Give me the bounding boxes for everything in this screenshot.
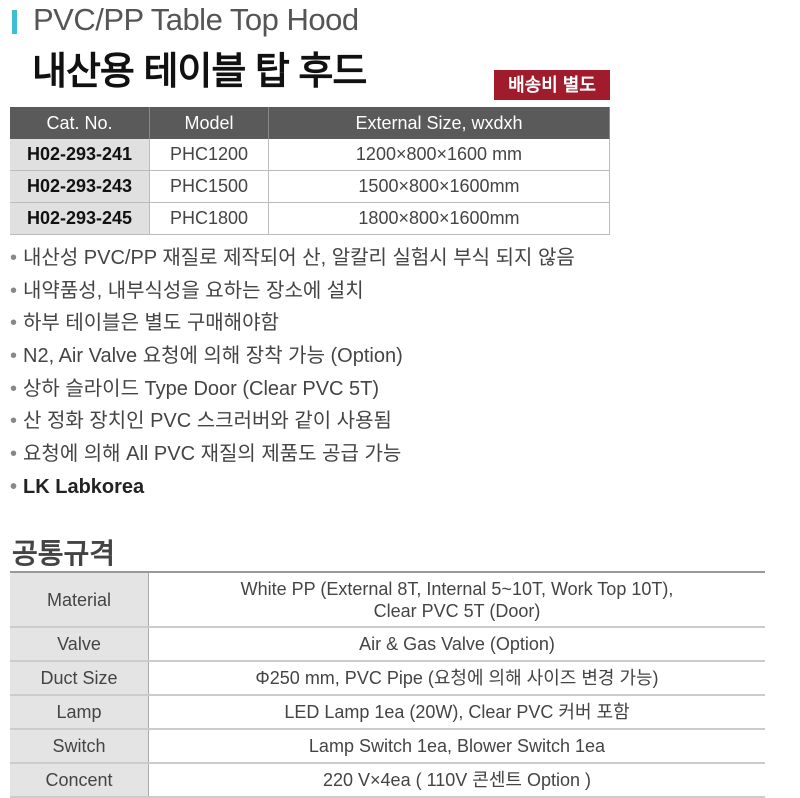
cat-no: H02-293-243 — [10, 170, 150, 203]
spec-value: Φ250 mm, PVC Pipe (요청에 의해 사이즈 변경 가능) — [148, 661, 765, 696]
column-header: Model — [149, 107, 269, 139]
spec-value: LED Lamp 1ea (20W), Clear PVC 커버 포함 — [148, 695, 765, 730]
feature-item: 요청에 의해 All PVC 재질의 제품도 공급 가능 — [10, 438, 575, 471]
model: PHC1800 — [149, 202, 269, 235]
feature-item: N2, Air Valve 요청에 의해 장착 가능 (Option) — [10, 340, 575, 373]
spec-row: Switch Lamp Switch 1ea, Blower Switch 1ea — [10, 729, 765, 764]
cat-no: H02-293-245 — [10, 202, 150, 235]
title-english: PVC/PP Table Top Hood — [33, 2, 359, 37]
product-table: Cat. No. Model External Size, wxdxh H02-… — [10, 107, 610, 235]
spec-row: Valve Air & Gas Valve (Option) — [10, 627, 765, 662]
spec-label: Duct Size — [10, 661, 149, 696]
spec-row: Concent 220 V×4ea ( 110V 콘센트 Option ) — [10, 763, 765, 798]
cat-no: H02-293-241 — [10, 139, 150, 171]
spec-label: Material — [10, 572, 149, 628]
table-row: H02-293-245 PHC1800 1800×800×1600mm — [10, 202, 610, 235]
table-header-row: Cat. No. Model External Size, wxdxh — [10, 107, 610, 139]
spec-row: Lamp LED Lamp 1ea (20W), Clear PVC 커버 포함 — [10, 695, 765, 730]
feature-item: 하부 테이블은 별도 구매해야함 — [10, 307, 575, 340]
spec-title: 공통규격 — [12, 538, 116, 569]
spec-value: Air & Gas Valve (Option) — [148, 627, 765, 662]
title-accent-bar — [12, 10, 17, 34]
feature-item: 내약품성, 내부식성을 요하는 장소에 설치 — [10, 275, 575, 308]
external-size: 1200×800×1600 mm — [268, 139, 610, 171]
column-header: External Size, wxdxh — [268, 107, 610, 139]
external-size: 1800×800×1600mm — [268, 202, 610, 235]
spec-label: Valve — [10, 627, 149, 662]
spec-row: Material White PP (External 8T, Internal … — [10, 572, 765, 628]
spec-label: Lamp — [10, 695, 149, 730]
model: PHC1500 — [149, 170, 269, 203]
spec-row: Duct Size Φ250 mm, PVC Pipe (요청에 의해 사이즈 변… — [10, 661, 765, 696]
model: PHC1200 — [149, 139, 269, 171]
feature-list: 내산성 PVC/PP 재질로 제작되어 산, 알칼리 실험시 부식 되지 않음 … — [10, 242, 575, 504]
title-korean: 내산용 테이블 탑 후드 — [32, 51, 367, 93]
spec-value: 220 V×4ea ( 110V 콘센트 Option ) — [148, 763, 765, 798]
feature-item-brand: LK Labkorea — [10, 471, 575, 504]
spec-value: Lamp Switch 1ea, Blower Switch 1ea — [148, 729, 765, 764]
spec-label: Switch — [10, 729, 149, 764]
shipping-badge: 배송비 별도 — [494, 70, 610, 100]
spec-value-line: White PP (External 8T, Internal 5~10T, W… — [240, 578, 674, 599]
feature-item: 산 정화 장치인 PVC 스크러버와 같이 사용됨 — [10, 405, 575, 438]
spec-label: Concent — [10, 763, 149, 798]
spec-value-line: Clear PVC 5T (Door) — [373, 600, 541, 621]
feature-item: 내산성 PVC/PP 재질로 제작되어 산, 알칼리 실험시 부식 되지 않음 — [10, 242, 575, 275]
feature-item: 상하 슬라이드 Type Door (Clear PVC 5T) — [10, 373, 575, 406]
column-header: Cat. No. — [10, 107, 150, 139]
spec-table: Material White PP (External 8T, Internal … — [10, 571, 765, 798]
external-size: 1500×800×1600mm — [268, 170, 610, 203]
table-row: H02-293-243 PHC1500 1500×800×1600mm — [10, 170, 610, 203]
spec-value: White PP (External 8T, Internal 5~10T, W… — [148, 572, 765, 628]
table-row: H02-293-241 PHC1200 1200×800×1600 mm — [10, 139, 610, 171]
